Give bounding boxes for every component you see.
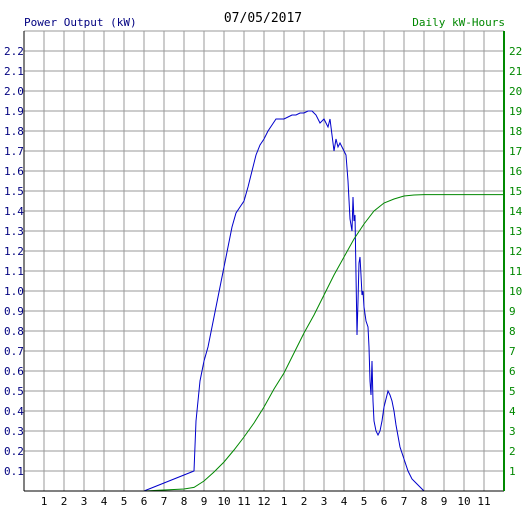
x-tick-label: 11 <box>477 495 490 508</box>
right-tick-label: 3 <box>509 425 516 438</box>
axes <box>23 30 505 492</box>
right-tick-label: 12 <box>509 245 522 258</box>
x-tick-label: 4 <box>341 495 348 508</box>
right-tick-label: 8 <box>509 325 516 338</box>
x-tick-label: 4 <box>101 495 108 508</box>
x-tick-label: 11 <box>237 495 250 508</box>
left-tick-label: 1.5 <box>4 185 24 198</box>
series-line-energy <box>143 194 504 492</box>
right-axis-label: Daily kW-Hours <box>412 16 505 29</box>
left-tick-label: 1.2 <box>4 245 24 258</box>
x-tick-label: 9 <box>441 495 448 508</box>
left-tick-label: 0.4 <box>4 405 24 418</box>
right-tick-label: 5 <box>509 385 516 398</box>
right-tick-label: 4 <box>509 405 516 418</box>
right-tick-label: 10 <box>509 285 522 298</box>
left-tick-label: 2.0 <box>4 85 24 98</box>
x-tick-label: 8 <box>181 495 188 508</box>
x-tick-label: 1 <box>41 495 48 508</box>
x-tick-label: 5 <box>121 495 128 508</box>
chart-title: 07/05/2017 <box>224 11 302 26</box>
right-tick-label: 13 <box>509 225 522 238</box>
x-tick-label: 6 <box>381 495 388 508</box>
series-line-power <box>143 110 425 492</box>
right-tick-label: 17 <box>509 145 522 158</box>
x-tick-label: 7 <box>401 495 408 508</box>
left-tick-label: 0.1 <box>4 465 24 478</box>
x-tick-label: 3 <box>321 495 328 508</box>
left-tick-label: 0.8 <box>4 325 24 338</box>
x-tick-label: 3 <box>81 495 88 508</box>
x-tick-label: 6 <box>141 495 148 508</box>
left-tick-label: 1.4 <box>4 205 24 218</box>
x-tick-label: 7 <box>161 495 168 508</box>
x-tick-label: 9 <box>201 495 208 508</box>
left-axis-label: Power Output (kW) <box>24 16 137 29</box>
left-tick-label: 2.1 <box>4 65 24 78</box>
right-tick-label: 7 <box>509 345 516 358</box>
right-tick-label: 2 <box>509 445 516 458</box>
left-tick-label: 0.2 <box>4 445 24 458</box>
left-tick-label: 0.7 <box>4 345 24 358</box>
right-tick-label: 16 <box>509 165 522 178</box>
right-tick-label: 14 <box>509 205 523 218</box>
right-tick-label: 19 <box>509 105 522 118</box>
right-tick-label: 18 <box>509 125 522 138</box>
series-layer <box>143 110 504 492</box>
left-tick-label: 1.6 <box>4 165 24 178</box>
left-tick-label: 1.7 <box>4 145 24 158</box>
x-tick-label: 12 <box>257 495 270 508</box>
x-tick-label: 10 <box>457 495 470 508</box>
grid <box>24 31 504 491</box>
left-tick-label: 1.8 <box>4 125 24 138</box>
x-tick-label: 2 <box>301 495 308 508</box>
left-tick-label: 1.1 <box>4 265 24 278</box>
right-tick-label: 15 <box>509 185 522 198</box>
right-tick-label: 21 <box>509 65 522 78</box>
right-tick-label: 9 <box>509 305 516 318</box>
left-tick-label: 2.2 <box>4 45 24 58</box>
x-tick-label: 10 <box>217 495 230 508</box>
tick-labels: 0.1 0.2 0.3 0.4 0.5 0.6 0.7 0.8 0.9 1.0 1.1 1.2 1.3 1… <box>4 45 523 508</box>
left-tick-label: 0.9 <box>4 305 24 318</box>
x-tick-label: 5 <box>361 495 368 508</box>
right-tick-label: 22 <box>509 45 522 58</box>
left-tick-label: 1.0 <box>4 285 24 298</box>
x-tick-label: 8 <box>421 495 428 508</box>
left-tick-label: 0.3 <box>4 425 24 438</box>
right-tick-label: 6 <box>509 365 516 378</box>
left-tick-label: 1.3 <box>4 225 24 238</box>
left-tick-label: 1.9 <box>4 105 24 118</box>
x-tick-label: 1 <box>281 495 288 508</box>
left-tick-label: 0.5 <box>4 385 24 398</box>
right-tick-label: 20 <box>509 85 522 98</box>
right-tick-label: 11 <box>509 265 522 278</box>
right-tick-label: 1 <box>509 465 516 478</box>
x-tick-label: 2 <box>61 495 68 508</box>
left-tick-label: 0.6 <box>4 365 24 378</box>
